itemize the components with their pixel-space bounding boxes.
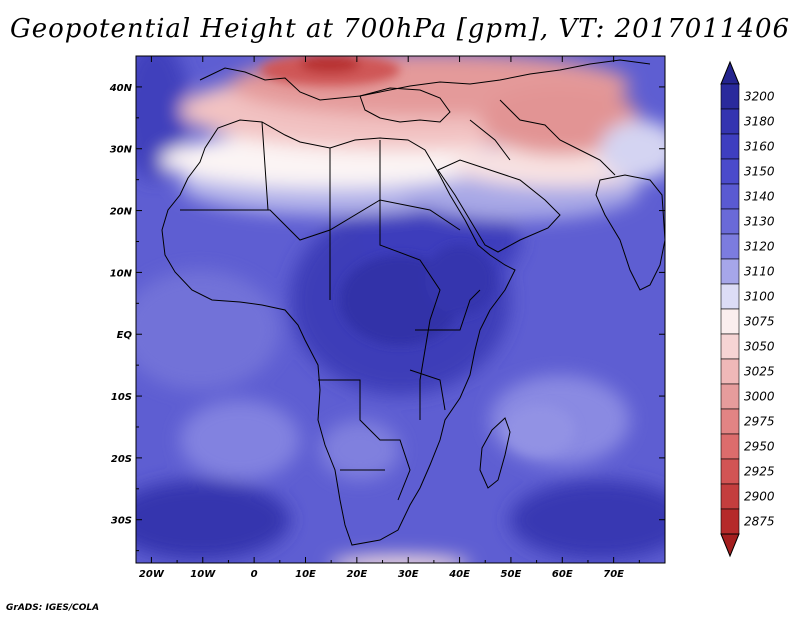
colorbar-swatch [720, 408, 740, 435]
arabia-coastline [437, 159, 561, 253]
lon-tick-label: 40E [448, 569, 470, 580]
colorbar-swatch [720, 133, 740, 160]
colorbar-label: 3110 [744, 265, 775, 279]
axis-ticks: 20W 10W 0 10E 20E 30E 40E 50E 60E 70E 40N 30N 20N 10N… [109, 55, 665, 580]
colorbar: 3200 3180 3160 3150 3140 3130 3120 3110 3100 3075… [720, 60, 775, 558]
colorbar-swatch [720, 333, 740, 360]
colorbar-label: 3075 [744, 315, 775, 329]
colorbar-label: 3180 [744, 115, 775, 129]
field-light-southwest [180, 400, 300, 480]
lat-tick-label: 20N [110, 207, 133, 218]
turkey-coastline [359, 87, 451, 123]
field-light-west-atlantic [136, 270, 280, 390]
europe-coastline [199, 59, 651, 101]
lat-tick-label: 20S [111, 454, 132, 465]
colorbar-label: 3200 [744, 90, 775, 104]
colorbar-swatch [720, 183, 740, 210]
colorbar-swatch [720, 483, 740, 510]
lon-tick-label: 10E [295, 569, 316, 580]
colorbar-swatch [720, 358, 740, 385]
colorbar-swatch [720, 108, 740, 135]
colorbar-label: 3025 [744, 365, 775, 379]
colorbar-swatch [720, 308, 740, 335]
lon-tick-label: 0 [251, 569, 258, 580]
colorbar-label: 3130 [744, 215, 775, 229]
india-coastline [595, 174, 665, 291]
colorbar-label: 2950 [744, 440, 775, 454]
lat-tick-label: 10S [111, 392, 132, 403]
lat-tick-label: EQ [117, 330, 133, 341]
field-deep-south-atlantic [136, 480, 290, 560]
border-middle-east [469, 99, 616, 176]
coastlines [161, 59, 665, 546]
colorbar-swatch [720, 508, 740, 535]
colorbar-swatch [720, 458, 740, 485]
colorbar-bottom-arrow [720, 533, 740, 558]
colorbar-label: 3120 [744, 240, 775, 254]
colorbar-label: 3000 [744, 390, 775, 404]
lon-tick-label: 70E [603, 569, 624, 580]
colorbar-top-arrow [720, 60, 740, 85]
colorbar-swatch [720, 208, 740, 235]
lat-tick-label: 30N [110, 145, 133, 156]
colorbar-swatch [720, 283, 740, 310]
field-darkred-core [300, 56, 360, 73]
lat-tick-label: 10N [110, 268, 133, 279]
colorbar-swatch [720, 158, 740, 185]
lat-tick-label: 40N [109, 83, 133, 94]
colorbar-label: 3160 [744, 140, 775, 154]
madagascar-coastline [479, 417, 511, 489]
plot-border [135, 55, 666, 564]
colorbar-label: 3100 [744, 290, 775, 304]
colorbar-label: 3140 [744, 190, 775, 204]
field-light-south-africa [320, 420, 400, 480]
border-central [261, 121, 441, 420]
map-title: Geopotential Height at 700hPa [gpm], VT:… [9, 14, 791, 44]
colorbar-label: 3150 [744, 165, 775, 179]
colorbar-label: 2875 [744, 515, 775, 529]
lon-tick-label: 20W [139, 569, 165, 580]
colorbar-label: 2900 [744, 490, 775, 504]
lon-tick-label: 30E [398, 569, 419, 580]
colorbar-swatch [720, 383, 740, 410]
colorbar-label: 3050 [744, 340, 775, 354]
field-white-gap [600, 120, 665, 180]
field-light-madagascar-sea [505, 405, 575, 455]
lon-tick-label: 10W [190, 569, 216, 580]
colorbar-label: 2975 [744, 415, 775, 429]
colorbar-swatch [720, 233, 740, 260]
colorbar-swatch [720, 258, 740, 285]
colorbar-swatch [720, 433, 740, 460]
africa-coastline [161, 119, 516, 546]
colorbar-label: 2925 [744, 465, 775, 479]
lon-tick-label: 60E [552, 569, 573, 580]
credit-text: GrADS: IGES/COLA [6, 603, 100, 613]
field-deep-south-indian [510, 480, 665, 560]
field-deep-ethiopia [425, 245, 495, 315]
border-east [409, 289, 481, 411]
field-rose-iran [480, 85, 640, 155]
lon-tick-label: 50E [501, 569, 522, 580]
colorbar-swatch [720, 83, 740, 110]
lat-tick-label: 30S [111, 516, 132, 527]
border-south [318, 379, 411, 501]
lon-tick-label: 20E [346, 569, 367, 580]
